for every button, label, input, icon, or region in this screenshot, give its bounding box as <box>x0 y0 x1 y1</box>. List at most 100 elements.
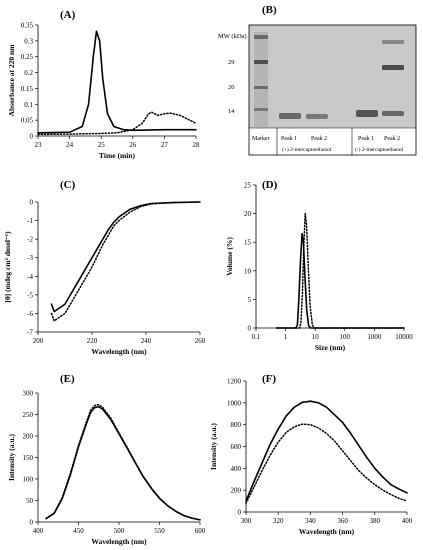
y-axis-label: Intensity (a.u.) <box>209 423 218 470</box>
chart-e: 400 450 500 550 600 0 50 100 150 200 250 300 Wavelen… <box>7 390 206 547</box>
gel-mw-label: 29 <box>228 59 235 66</box>
panel-label-d: (D) <box>262 179 278 191</box>
gel-band <box>382 111 404 116</box>
y-tick-label: 50 <box>26 497 34 505</box>
x-tick-label: 360 <box>337 517 348 525</box>
x-axis-label: Time (min) <box>99 151 135 160</box>
x-tick-label: 25 <box>98 141 106 149</box>
series-line-solid <box>245 400 408 502</box>
y-tick-label: 0 <box>238 509 242 517</box>
y-tick-label: -3 <box>27 254 33 262</box>
gel-lane-label: Peak 2 <box>311 136 327 142</box>
y-tick-label: -2 <box>27 236 33 244</box>
x-tick-label: 0.1 <box>252 333 261 341</box>
y-tick-label: 25 <box>244 182 252 190</box>
x-tick-label: 26 <box>129 141 137 149</box>
x-tick-label: 450 <box>73 527 84 535</box>
gel-band <box>382 65 404 70</box>
gel-mw-label: 20 <box>228 84 235 91</box>
gel-band <box>306 114 328 119</box>
chart-d: 0.1 1 10 100 1000 10000 0 5 10 15 20 25 Size (nm) Vol… <box>225 182 413 353</box>
chart-c: 200 220 240 260 -7 -6 -5 -4 -3 -2 -1 0 Wavelength (n… <box>3 199 206 357</box>
series-line-dotted <box>45 403 201 521</box>
y-tick-label: 100 <box>23 476 34 484</box>
y-tick-label: 300 <box>23 390 34 398</box>
x-tick-label: 600 <box>195 527 206 535</box>
gel-band <box>382 40 404 44</box>
y-tick-label: 400 <box>231 465 242 473</box>
y-tick-label: 0.35 <box>21 22 34 30</box>
gel-band <box>279 113 301 119</box>
marker-lane-smear <box>254 32 268 127</box>
x-axis-label: Wavelength (nm) <box>299 527 355 536</box>
gel-mw-header: MW (kDa) <box>218 33 247 40</box>
x-axis-label: Wavelength (nm) <box>91 537 147 546</box>
x-axis-label: Size (nm) <box>315 343 346 352</box>
x-tick-label: 400 <box>402 517 413 525</box>
gel-band <box>254 60 268 64</box>
y-tick-label: 150 <box>23 454 34 462</box>
y-tick-label: 0.15 <box>21 85 34 93</box>
y-axis-label: Volume (%) <box>225 237 234 276</box>
y-tick-label: -1 <box>27 217 33 225</box>
gel-band <box>254 108 268 111</box>
series-line-dotted <box>37 111 197 136</box>
panel-label-e: (E) <box>60 373 75 385</box>
x-tick-label: 300 <box>241 517 252 525</box>
gel-band <box>254 86 268 89</box>
gel-lane-label: Peak 1 <box>281 136 297 142</box>
gel-lane-label: Peak 1 <box>358 136 374 142</box>
y-tick-label: 200 <box>231 487 242 495</box>
panel-label-f: (F) <box>262 373 276 385</box>
gel-lane-label: Marker <box>252 136 270 142</box>
y-tick-label: 10 <box>244 267 252 275</box>
y-tick-label: 5 <box>248 296 252 304</box>
y-axis-label: Intensity (a.u.) <box>7 434 16 481</box>
x-tick-label: 340 <box>305 517 316 525</box>
x-tick-label: 1000 <box>367 333 382 341</box>
x-tick-label: 200 <box>33 337 44 345</box>
series-line-dotted <box>245 423 408 505</box>
y-tick-label: -4 <box>27 273 33 281</box>
x-tick-label: 260 <box>195 337 206 345</box>
x-tick-label: 500 <box>114 527 125 535</box>
x-tick-label: 320 <box>273 517 284 525</box>
series-line-dotted <box>275 212 405 329</box>
y-tick-label: -5 <box>27 291 33 299</box>
x-tick-label: 24 <box>66 141 74 149</box>
gel-lane-label: Peak 2 <box>384 136 400 142</box>
y-tick-label: 1200 <box>227 378 242 386</box>
panel-label-c: (C) <box>60 179 76 191</box>
y-tick-label: 0 <box>30 133 34 141</box>
gel-mw-label: 14 <box>228 108 235 115</box>
panel-label-a: (A) <box>60 9 76 21</box>
y-tick-label: 1000 <box>227 399 242 407</box>
y-tick-label: -6 <box>27 310 33 318</box>
x-tick-label: 550 <box>154 527 165 535</box>
gel-frame <box>248 24 417 156</box>
y-axis-label: [θ] (mdeg cm² dmol⁻¹) <box>3 231 12 303</box>
gel-band <box>356 110 378 117</box>
series-line-solid <box>275 232 405 329</box>
y-tick-label: 250 <box>23 411 34 419</box>
gel-condition-label: (-) 2-mercaptoethanol <box>355 146 404 153</box>
y-tick-label: 0.05 <box>21 117 34 125</box>
y-tick-label: 15 <box>244 239 252 247</box>
x-tick-label: 380 <box>370 517 381 525</box>
x-tick-label: 220 <box>87 337 98 345</box>
y-axis-label: Absorbance at 220 nm <box>7 44 16 117</box>
gel-band <box>254 35 268 39</box>
series-line-solid <box>37 30 197 134</box>
x-tick-label: 28 <box>193 141 201 149</box>
y-tick-label: 200 <box>23 433 34 441</box>
y-tick-label: 0.2 <box>24 69 33 77</box>
x-tick-label: 400 <box>33 527 44 535</box>
series-line-dotted <box>50 201 201 322</box>
x-tick-label: 10 <box>312 333 320 341</box>
x-tick-label: 23 <box>35 141 43 149</box>
panel-label-b: (B) <box>262 4 277 16</box>
x-tick-label: 27 <box>161 141 169 149</box>
y-tick-label: 0 <box>30 199 34 207</box>
y-tick-label: 600 <box>231 443 242 451</box>
